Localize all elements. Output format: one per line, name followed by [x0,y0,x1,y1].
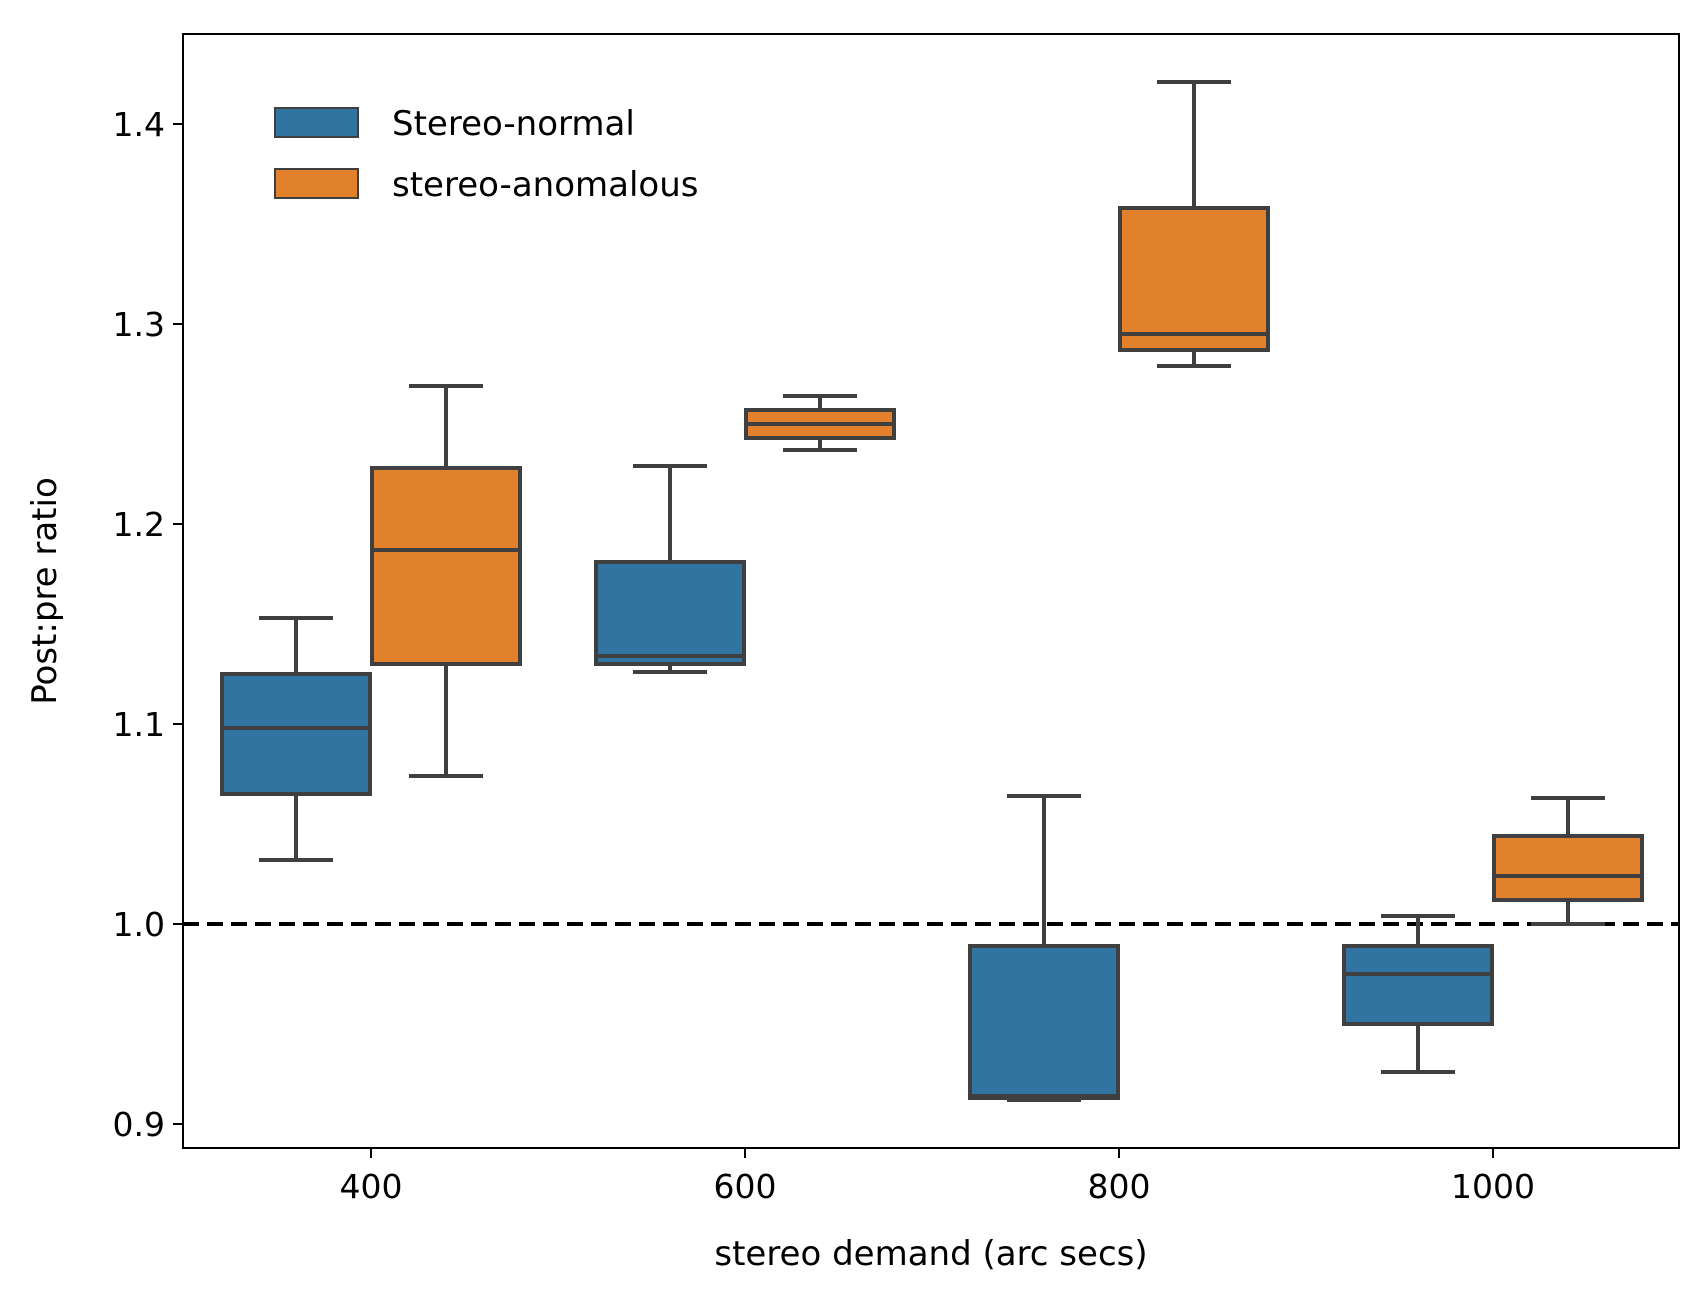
box-stereo-normal-1000 [1342,914,1494,1074]
box-stereo-normal-800 [968,794,1120,1102]
box-stereo-anomalous-600 [744,394,896,452]
axes: 0.9 1.0 1.1 1.2 1.3 1.4 400 600 800 1000 [113,105,1535,1206]
legend-swatch-stereo-normal [274,107,359,138]
box-stereo-anomalous-1000 [1492,796,1644,926]
x-tick-label: 1000 [1451,1167,1535,1206]
box-body [220,672,372,796]
legend: Stereo-normal stereo-anomalous [274,104,698,205]
box-body [1118,206,1270,352]
box-stereo-anomalous-800 [1118,80,1270,368]
plot-marks [183,80,1679,1102]
y-axis-label: Post:pre ratio [25,477,65,705]
box-body [594,560,746,666]
x-tick-label: 800 [1088,1167,1151,1206]
x-axis-label: stereo demand (arc secs) [714,1234,1147,1274]
y-tick-label: 1.2 [113,505,165,544]
plot-frame [182,33,1680,1149]
y-tick-label: 1.4 [113,105,165,144]
box-stereo-normal-600 [594,464,746,674]
x-tick-label: 400 [340,1167,403,1206]
y-tick-label: 1.1 [113,705,165,744]
box-stereo-anomalous-400 [370,384,522,778]
y-tick-label: 0.9 [113,1105,165,1144]
legend-label-stereo-normal: Stereo-normal [392,104,635,144]
y-tick-label: 1.0 [113,905,165,944]
y-tick-label: 1.3 [113,305,165,344]
legend-swatch-stereo-anomalous [274,168,359,199]
box-body [968,944,1120,1100]
box-body [1342,944,1494,1026]
box-body [370,466,522,666]
box-stereo-normal-400 [220,616,372,862]
legend-label-stereo-anomalous: stereo-anomalous [392,165,698,205]
x-tick-label: 600 [714,1167,777,1206]
box-body [1492,834,1644,902]
